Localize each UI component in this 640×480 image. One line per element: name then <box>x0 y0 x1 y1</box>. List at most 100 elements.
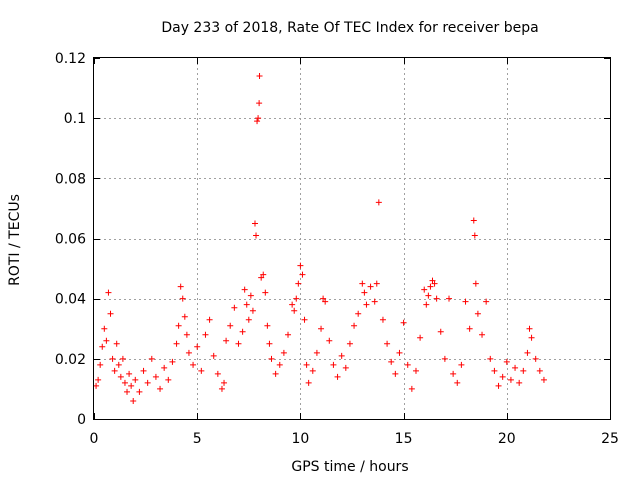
data-point <box>305 379 312 386</box>
data-point <box>295 280 302 287</box>
data-point <box>231 304 238 311</box>
data-point <box>289 301 296 308</box>
data-point <box>121 379 128 386</box>
data-point <box>251 220 258 227</box>
data-point <box>179 295 186 302</box>
data-point <box>367 283 374 290</box>
x-tick-label: 15 <box>395 431 413 447</box>
data-point <box>245 316 252 323</box>
data-point <box>95 376 102 383</box>
data-point <box>491 367 498 374</box>
data-point <box>260 271 267 278</box>
data-point <box>243 301 250 308</box>
data-point <box>400 319 407 326</box>
data-point <box>157 385 164 392</box>
data-point <box>221 379 228 386</box>
x-tick-label: 0 <box>90 431 99 447</box>
data-point <box>148 355 155 362</box>
data-point <box>472 280 479 287</box>
data-point <box>175 322 182 329</box>
y-tick-labels: 0 0.02 0.04 0.06 0.08 0.1 0.12 <box>55 51 86 428</box>
data-point <box>379 316 386 323</box>
data-point <box>254 118 261 125</box>
data-point <box>361 289 368 296</box>
data-point <box>136 388 143 395</box>
data-point <box>173 340 180 347</box>
data-point <box>99 343 106 350</box>
data-point <box>255 115 262 122</box>
data-point <box>392 370 399 377</box>
data-point <box>355 310 362 317</box>
data-point <box>113 340 120 347</box>
data-point <box>466 325 473 332</box>
data-point <box>431 280 438 287</box>
data-point <box>479 331 486 338</box>
data-point <box>363 301 370 308</box>
data-point <box>268 355 275 362</box>
data-point <box>421 286 428 293</box>
data-point <box>423 301 430 308</box>
data-point <box>107 310 114 317</box>
data-point <box>239 328 246 335</box>
data-point <box>470 217 477 224</box>
data-point <box>210 352 217 359</box>
data-point <box>512 364 519 371</box>
data-point <box>342 364 349 371</box>
chart-title: Day 233 of 2018, Rate Of TEC Index for r… <box>161 20 538 36</box>
data-point <box>266 340 273 347</box>
x-tick-label: 25 <box>601 431 619 447</box>
data-point <box>338 352 345 359</box>
data-point <box>458 361 465 368</box>
data-point <box>276 361 283 368</box>
data-point <box>454 379 461 386</box>
data-point <box>301 316 308 323</box>
data-point <box>223 337 230 344</box>
data-point <box>507 376 514 383</box>
data-point <box>109 355 116 362</box>
data-point <box>427 283 434 290</box>
data-point <box>384 340 391 347</box>
data-point <box>177 283 184 290</box>
data-point <box>322 298 329 305</box>
y-tick-label: 0.02 <box>55 352 86 368</box>
data-point <box>320 295 327 302</box>
x-tick-label: 10 <box>291 431 309 447</box>
data-point <box>388 358 395 365</box>
data-point <box>528 334 535 341</box>
data-point <box>433 295 440 302</box>
data-point <box>103 337 110 344</box>
plot-frame <box>93 57 611 420</box>
data-point <box>227 322 234 329</box>
data-point <box>425 292 432 299</box>
data-point <box>194 343 201 350</box>
data-point <box>169 358 176 365</box>
data-point <box>404 361 411 368</box>
data-point <box>536 367 543 374</box>
data-point <box>487 355 494 362</box>
y-tick-label: 0.1 <box>64 111 86 127</box>
grid-lines <box>94 58 610 419</box>
data-point <box>318 325 325 332</box>
data-point <box>140 367 147 374</box>
data-point <box>256 100 263 107</box>
data-point <box>206 316 213 323</box>
data-point <box>128 382 135 389</box>
data-point <box>132 376 139 383</box>
data-point <box>291 307 298 314</box>
data-point <box>181 313 188 320</box>
data-point <box>198 367 205 374</box>
data-point <box>446 295 453 302</box>
data-point <box>117 373 124 380</box>
data-point <box>256 73 263 80</box>
data-point <box>130 397 137 404</box>
data-point <box>524 349 531 356</box>
data-point <box>119 355 126 362</box>
data-point <box>272 370 279 377</box>
data-points <box>93 73 547 404</box>
data-point <box>474 310 481 317</box>
data-point <box>161 364 168 371</box>
data-point <box>462 298 469 305</box>
data-point <box>247 292 254 299</box>
axis-ticks <box>94 58 611 420</box>
